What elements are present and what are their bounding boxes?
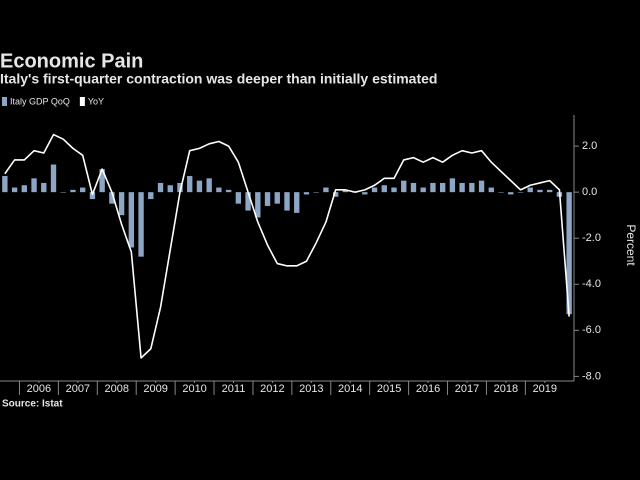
bar (449, 178, 456, 193)
x-tick-label: 2007 (66, 383, 90, 395)
bar (362, 192, 368, 195)
x-tick-label: 2011 (222, 383, 246, 395)
legend-label: YoY (88, 96, 104, 106)
y-tick-label: -8.0 (582, 370, 601, 382)
bar (70, 189, 76, 193)
chart-title: Economic Pain (0, 50, 143, 72)
bar (177, 182, 183, 193)
x-tick-label: 2016 (416, 383, 440, 395)
bar (157, 182, 164, 193)
bar (342, 189, 349, 193)
bar (488, 187, 494, 193)
bar (478, 180, 485, 193)
bar (410, 182, 417, 193)
bar (80, 187, 86, 193)
bar (187, 176, 193, 193)
bar (11, 187, 18, 193)
bar (517, 192, 524, 193)
bar (459, 182, 465, 193)
bar (2, 176, 8, 193)
bar (332, 192, 339, 197)
legend-swatch (2, 97, 7, 106)
y-tick-label: -4.0 (582, 278, 601, 290)
bar (284, 192, 290, 211)
bar (89, 192, 96, 200)
bar (274, 192, 280, 204)
bar (167, 185, 173, 193)
bar (264, 192, 271, 206)
bar (537, 189, 543, 193)
bar (439, 182, 446, 193)
bar (420, 187, 426, 193)
bar (527, 187, 533, 193)
bar (235, 192, 242, 204)
chart-subtitle: Italy's first-quarter contraction was de… (0, 71, 437, 87)
bar (391, 187, 397, 193)
x-tick-label: 2014 (338, 383, 362, 395)
x-tick-label: 2019 (533, 383, 557, 395)
bar (381, 185, 387, 193)
bar (508, 192, 514, 195)
source-note: Source: Istat (2, 399, 63, 410)
bar (216, 187, 222, 193)
x-tick-label: 2010 (182, 383, 206, 395)
bar (21, 185, 27, 193)
bar (255, 192, 261, 218)
bar (50, 164, 57, 193)
y-tick-label: 0.0 (582, 186, 597, 198)
bar (371, 187, 378, 193)
bar (60, 192, 66, 193)
x-tick-label: 2012 (260, 383, 284, 395)
x-tick-label: 2017 (455, 383, 479, 395)
bar (196, 180, 203, 193)
bar (206, 178, 212, 193)
y-axis-title: Percent (624, 224, 638, 266)
bar (128, 192, 135, 248)
bar (430, 182, 436, 193)
bar (566, 192, 572, 315)
x-tick-label: 2015 (377, 383, 401, 395)
bar (498, 192, 504, 193)
x-tick-label: 2009 (143, 383, 167, 395)
x-tick-label: 2008 (105, 383, 129, 395)
y-tick-label: -6.0 (582, 324, 601, 336)
bar (138, 192, 144, 257)
y-tick-label: 2.0 (582, 140, 597, 152)
bar (245, 192, 251, 211)
bar (225, 189, 232, 193)
bar (303, 192, 310, 195)
x-tick-label: 2013 (299, 383, 323, 395)
bar (547, 189, 553, 193)
legend-label: Italy GDP QoQ (10, 96, 70, 106)
legend-swatch (79, 97, 85, 106)
x-tick-label: 2018 (494, 383, 518, 395)
bar (41, 182, 47, 193)
bar (99, 169, 105, 193)
bar (469, 182, 475, 193)
bar (294, 192, 300, 213)
bar (401, 180, 407, 193)
bar (31, 178, 37, 193)
bar (313, 192, 319, 193)
line (4, 133, 570, 359)
bar (323, 187, 329, 193)
y-tick-label: -2.0 (582, 232, 601, 244)
bar (109, 192, 115, 204)
x-tick-label: 2006 (27, 383, 51, 395)
bar (118, 192, 125, 216)
bar (148, 192, 154, 200)
